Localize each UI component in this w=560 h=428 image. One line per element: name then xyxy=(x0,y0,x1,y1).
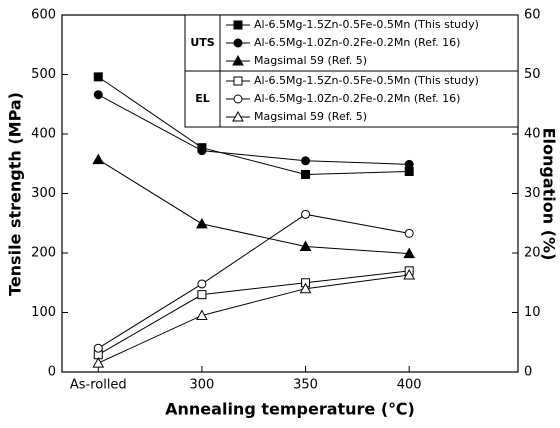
data-point xyxy=(196,217,208,229)
y2-tick-label: 20 xyxy=(524,246,541,261)
data-point xyxy=(93,90,103,100)
data-point xyxy=(403,247,416,259)
data-point xyxy=(301,209,311,219)
data-point xyxy=(197,290,207,300)
legend-group-label: EL xyxy=(195,92,210,105)
series-line xyxy=(98,94,410,165)
legend-label: Magsimal 59 (Ref. 5) xyxy=(254,110,367,123)
legend-marker xyxy=(233,94,243,104)
data-point xyxy=(92,357,105,368)
data-point xyxy=(92,153,105,165)
data-point xyxy=(404,228,414,238)
legend-label: Al-6.5Mg-1.5Zn-0.5Fe-0.5Mn (This study) xyxy=(254,74,479,87)
y-tick-label: 400 xyxy=(31,127,56,142)
data-point xyxy=(197,146,207,156)
y2-tick-label: 0 xyxy=(524,365,532,380)
legend-marker xyxy=(233,20,243,30)
series-line xyxy=(98,270,410,356)
y-tick-label: 100 xyxy=(31,305,56,320)
y-axis-title: Tensile strength (MPa) xyxy=(6,92,25,296)
data-point xyxy=(403,268,416,280)
series-line xyxy=(98,213,410,349)
y2-tick-label: 30 xyxy=(524,186,541,201)
y2-axis-title: Elongation (%) xyxy=(540,128,559,261)
data-point xyxy=(93,343,103,353)
y-tick-label: 600 xyxy=(31,8,56,23)
y-tick-label: 200 xyxy=(31,246,56,261)
y2-tick-label: 50 xyxy=(524,67,541,82)
series-line xyxy=(98,274,410,364)
series-line xyxy=(98,159,410,255)
y-tick-label: 0 xyxy=(48,365,56,380)
data-point xyxy=(197,279,207,289)
legend-marker xyxy=(233,38,243,48)
data-point xyxy=(93,72,103,82)
legend-label: Al-6.5Mg-1.0Zn-0.2Fe-0.2Mn (Ref. 16) xyxy=(254,36,460,49)
x-tick-label: 350 xyxy=(293,378,318,393)
data-point xyxy=(299,240,312,251)
x-axis-title: Annealing temperature (℃) xyxy=(165,400,415,419)
y2-tick-label: 40 xyxy=(524,127,541,142)
y-tick-label: 300 xyxy=(31,186,56,201)
x-tick-label: 300 xyxy=(189,378,214,393)
legend-marker xyxy=(232,110,244,122)
y-tick-label: 500 xyxy=(31,67,56,82)
data-point xyxy=(301,156,311,166)
series-line xyxy=(97,76,410,175)
y2-tick-label: 10 xyxy=(524,305,541,320)
legend-label: Al-6.5Mg-1.0Zn-0.2Fe-0.2Mn (Ref. 16) xyxy=(254,92,460,105)
legend-group-label: UTS xyxy=(190,36,214,49)
data-point xyxy=(404,159,414,169)
y2-tick-label: 60 xyxy=(524,8,541,23)
data-point xyxy=(301,169,311,179)
x-tick-label: As-rolled xyxy=(70,378,127,393)
data-point xyxy=(299,282,312,294)
data-point xyxy=(196,309,208,320)
legend-label: Magsimal 59 (Ref. 5) xyxy=(254,54,367,67)
legend-marker xyxy=(232,54,244,66)
x-tick-label: 400 xyxy=(397,378,422,393)
legend-marker xyxy=(233,76,243,86)
legend-label: Al-6.5Mg-1.5Zn-0.5Fe-0.5Mn (This study) xyxy=(254,18,479,31)
